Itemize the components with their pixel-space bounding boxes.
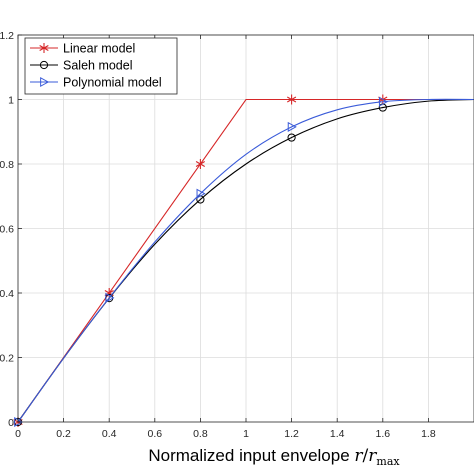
- legend-marker-0: [39, 43, 49, 53]
- legend-marker-1: [39, 60, 49, 70]
- x-tick-label-2: 0.4: [102, 428, 117, 440]
- series-layer: [13, 94, 474, 428]
- legend-box: [24, 37, 178, 95]
- legend-label-2: Polynomial model: [63, 76, 162, 90]
- series-2-marker-4: [378, 96, 389, 107]
- x-axis-label-r: r: [354, 446, 363, 466]
- x-tick-label-1: 0.2: [56, 428, 71, 440]
- legend-label-1: Saleh model: [63, 59, 133, 73]
- series-0-marker-2: [195, 159, 206, 169]
- x-tick-label-8: 1.6: [375, 428, 390, 440]
- y-tick-label-5: 1: [8, 95, 14, 107]
- legend-label-0: Linear model: [63, 42, 135, 56]
- legend-entry-2: Polynomial model: [30, 76, 162, 90]
- series-0-marker-3: [286, 94, 297, 105]
- series-2-marker-2: [196, 188, 206, 199]
- x-tick-label-0: 0: [15, 428, 21, 440]
- series-2-marker-3: [287, 121, 297, 132]
- x-axis-label: Normalized input envelope r/rmax: [148, 446, 400, 468]
- series-0-marker-3-stroke-2: [286, 96, 297, 103]
- x-tick-label-4: 0.8: [193, 428, 208, 440]
- series-2-marker-1: [105, 292, 115, 303]
- x-axis-label-text: Normalized input envelope: [148, 446, 354, 465]
- series-2: [14, 96, 474, 428]
- x-tick-label-5: 1: [243, 428, 249, 440]
- legend-entry-1: Saleh model: [30, 59, 133, 73]
- x-tick-label-3: 0.6: [147, 428, 162, 440]
- legend: Linear model Saleh model Polynomial model: [24, 37, 178, 95]
- y-tick-label-6: 1.2: [0, 30, 14, 42]
- x-tick-label-9: 1.8: [421, 428, 436, 440]
- series-2-marker-0: [14, 416, 24, 428]
- series-0-marker-2-stroke-2: [195, 161, 206, 167]
- series-line-2: [17, 98, 474, 423]
- x-axis-label-sub: max: [376, 455, 400, 468]
- legend-entries: Linear model Saleh model Polynomial model: [30, 42, 162, 90]
- x-axis-label-r2: r: [368, 446, 377, 466]
- series-1-marker-3: [287, 133, 296, 142]
- y-tick-labels: 0 0.2 0.4 0.6 0.8 1 1.2: [0, 30, 14, 429]
- ticks: [17, 34, 429, 423]
- legend-entry-0: Linear model: [30, 42, 135, 56]
- x-tick-labels: 0 0.2 0.4 0.6 0.8 1 1.2 1.4 1.6 1.8: [15, 428, 436, 440]
- x-tick-label-7: 1.4: [330, 428, 345, 440]
- series-line-0: [17, 98, 474, 423]
- y-tick-label-3: 0.6: [0, 224, 14, 236]
- x-axis-label-slash: /: [363, 446, 369, 466]
- legend-marker-2: [40, 76, 50, 88]
- legend-marker-0-stroke-2: [39, 45, 49, 51]
- y-tick-label-1: 0.2: [0, 353, 14, 365]
- y-tick-label-4: 0.8: [0, 159, 14, 171]
- x-tick-label-6: 1.2: [284, 428, 299, 440]
- y-tick-label-2: 0.4: [0, 288, 14, 300]
- y-tick-label-0: 0: [8, 417, 14, 429]
